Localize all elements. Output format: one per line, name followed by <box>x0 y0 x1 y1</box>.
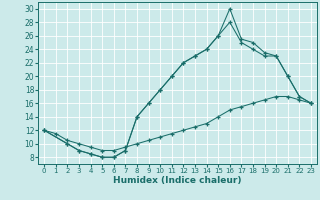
X-axis label: Humidex (Indice chaleur): Humidex (Indice chaleur) <box>113 176 242 185</box>
